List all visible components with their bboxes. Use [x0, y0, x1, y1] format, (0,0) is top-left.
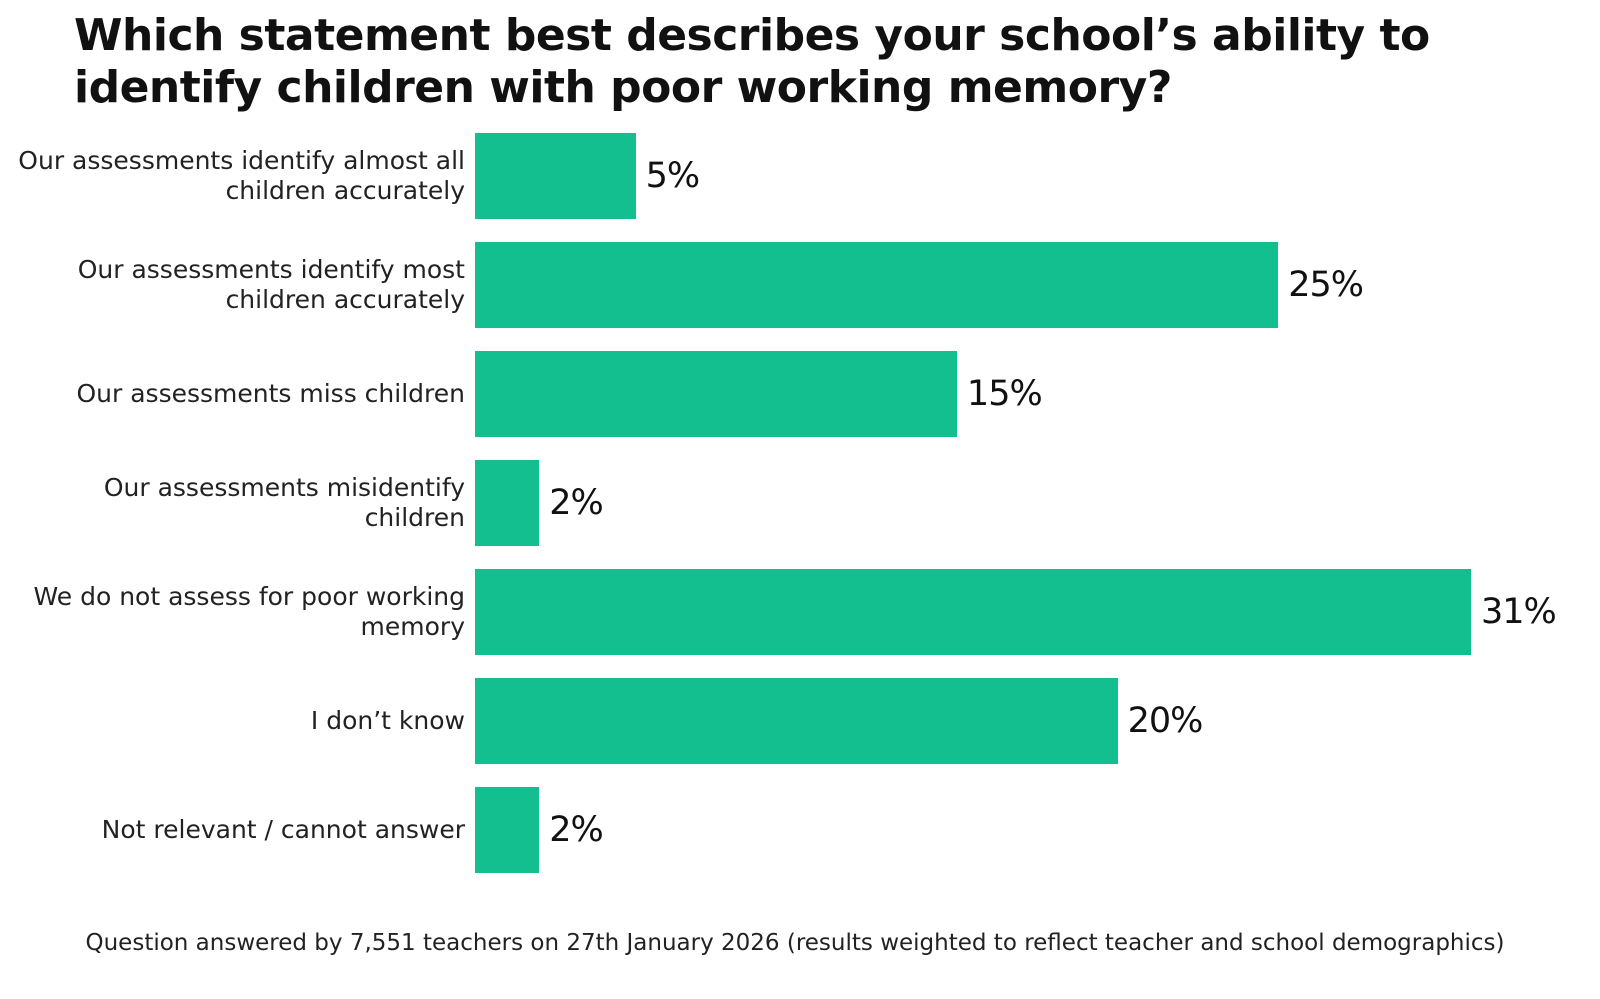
value-label: 15%	[966, 374, 1043, 414]
value-label: 31%	[1481, 592, 1557, 632]
chart-title: Which statement best describes your scho…	[74, 10, 1430, 113]
category-label: I don’t know	[310, 706, 465, 735]
category-label: Our assessments misidentify children	[103, 473, 465, 532]
bar	[475, 787, 540, 873]
value-label: 2%	[549, 483, 604, 523]
category-label: Our assessments identify almost all chil…	[18, 146, 465, 205]
value-label: 5%	[645, 156, 701, 196]
bar	[475, 569, 1471, 655]
value-label: 25%	[1288, 265, 1364, 305]
bar	[475, 351, 957, 437]
bar	[475, 460, 540, 546]
category-label: Our assessments identify most children a…	[77, 255, 465, 314]
bar	[475, 242, 1279, 328]
category-label: We do not assess for poor working memory	[33, 582, 466, 641]
footnote: Question answered by 7,551 teachers on 2…	[85, 930, 1505, 956]
category-label: Our assessments miss children	[76, 379, 465, 408]
category-label: Not relevant / cannot answer	[101, 815, 465, 844]
bar	[475, 678, 1118, 764]
bar	[475, 133, 636, 219]
value-label: 2%	[549, 810, 604, 850]
value-label: 20%	[1127, 701, 1204, 741]
